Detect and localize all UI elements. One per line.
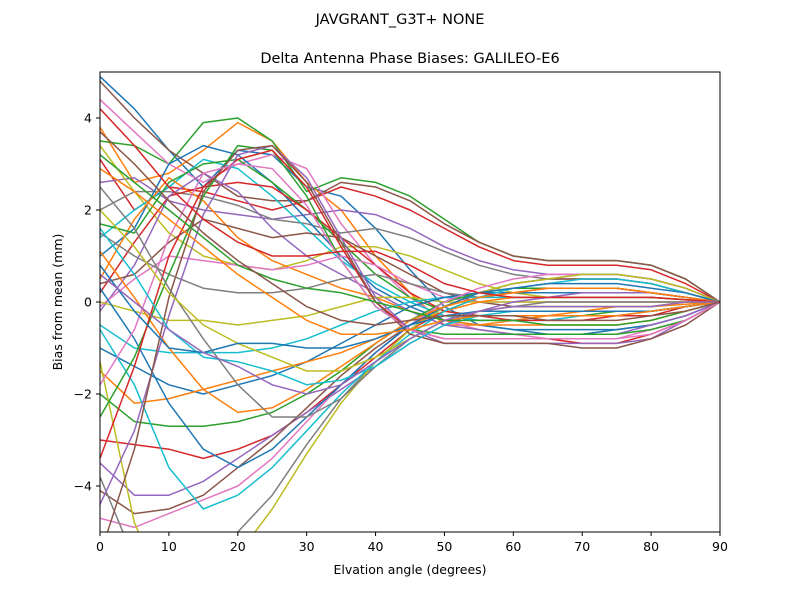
x-tick-label: 0: [96, 539, 104, 554]
x-tick-label: 40: [368, 539, 384, 554]
x-tick-label: 60: [505, 539, 521, 554]
y-tick-label: 4: [84, 111, 92, 126]
y-tick-label: 0: [84, 295, 92, 310]
x-axis: 0 10 20 30 40 50 60 70 80 90: [96, 532, 728, 554]
x-tick-label: 80: [643, 539, 659, 554]
y-axis-label: Bias from mean (mm): [50, 234, 65, 371]
x-tick-label: 90: [712, 539, 728, 554]
y-axis: −4 −2 0 2 4: [74, 111, 100, 494]
y-tick-label: −4: [74, 479, 92, 494]
series-line-36: [106, 144, 720, 532]
x-tick-label: 20: [230, 539, 246, 554]
series-line-45: [100, 273, 720, 395]
series-line-44: [100, 108, 720, 303]
chart-title: Delta Antenna Phase Biases: GALILEO-E6: [260, 51, 559, 67]
y-tick-label: −2: [74, 387, 92, 402]
figure-suptitle: JAVGRANT_G3T+ NONE: [315, 12, 485, 28]
series-layer: [100, 76, 720, 532]
x-axis-label: Elvation angle (degrees): [333, 562, 486, 577]
series-line-43: [100, 154, 720, 326]
x-tick-label: 30: [299, 539, 315, 554]
x-tick-label: 10: [161, 539, 177, 554]
series-line-46: [100, 131, 720, 326]
y-tick-label: 2: [84, 203, 92, 218]
x-tick-label: 70: [574, 539, 590, 554]
x-tick-label: 50: [436, 539, 452, 554]
series-line-42: [100, 167, 720, 335]
